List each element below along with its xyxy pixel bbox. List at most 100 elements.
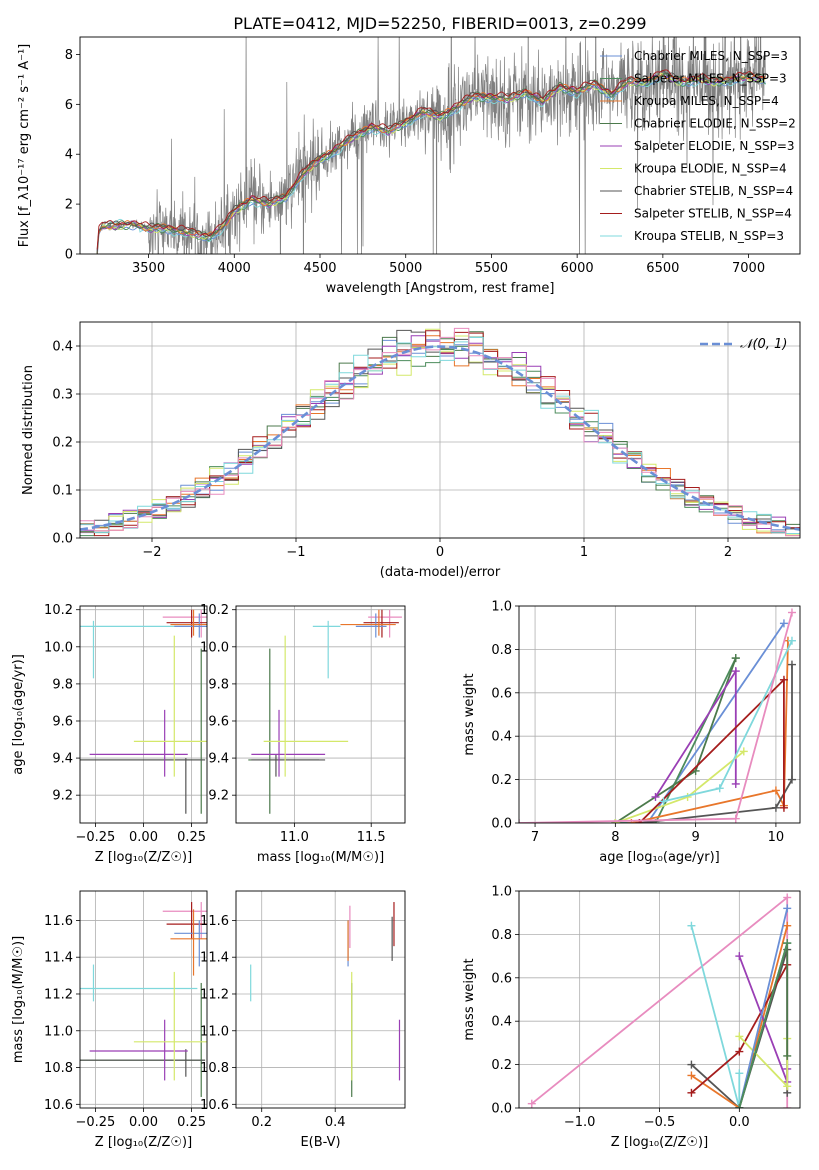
x-tick-label: 4500: [303, 261, 336, 276]
legend-label: Kroupa ELODIE, N_SSP=4: [634, 162, 787, 176]
y-tick-label: 10.8: [44, 1061, 73, 1076]
y-tick-label: 1.0: [491, 600, 512, 615]
y-tick-label: 11.0: [44, 1024, 73, 1039]
y-tick-label: 8: [65, 48, 73, 63]
y-tick-label: 11.6: [200, 914, 229, 929]
panel-ebv-mass: 0.2 0.4 10.6 10.8 11.0 11.2 11.4 11.6 E(B-V): [200, 890, 406, 1150]
plot-area: [96, 37, 767, 254]
weight-line-kroupa_miles: [631, 640, 789, 823]
axes-frame: [235, 605, 406, 824]
weight-line-chabrier_miles: [615, 622, 785, 823]
y-tick-label: 0.0: [491, 817, 512, 832]
y-tick-label: 10.8: [200, 1061, 229, 1076]
x-axis-label: age [log₁₀(age/yr)]: [599, 850, 720, 865]
y-tick-label: 0.8: [491, 928, 512, 943]
x-tick-label: 5500: [475, 261, 508, 276]
legend-label: Chabrier ELODIE, N_SSP=2: [634, 117, 796, 131]
y-tick-label: 2: [65, 198, 73, 213]
x-tick-label: 0.4: [325, 1115, 346, 1130]
weight-line-kroupa_stelib: [663, 640, 793, 803]
x-tick-label: −1.0: [564, 1115, 596, 1130]
x-axis-label: E(B-V): [300, 1135, 340, 1150]
y-tick-label: 9.2: [52, 789, 73, 804]
y-tick-label: 10.2: [200, 603, 229, 618]
legend-label: Chabrier MILES, N_SSP=3: [634, 49, 788, 63]
axes-frame: [518, 890, 801, 1109]
y-tick-label: 4: [65, 148, 73, 163]
x-tick-label: 11.5: [357, 830, 386, 845]
x-axis-label: Z [log₁₀(Z/Z☉)]: [95, 850, 192, 865]
y-tick-label: 0.4: [491, 730, 512, 745]
y-tick-label: 0.4: [491, 1015, 512, 1030]
y-tick-label: 9.4: [208, 752, 229, 767]
y-tick-label: 9.6: [52, 714, 73, 729]
figure-title: PLATE=0412, MJD=52250, FIBERID=0013, z=0…: [233, 14, 646, 33]
y-tick-label: 9.6: [208, 714, 229, 729]
x-axis-label: mass [log₁₀(M/M☉)]: [257, 850, 384, 865]
y-tick-label: 11.6: [44, 914, 73, 929]
x-tick-label: 6500: [646, 261, 679, 276]
panel-z-mass: −0.25 0.00 0.25 10.6 10.8 11.0 11.2 11.4 11.6 Z […: [11, 890, 208, 1150]
y-tick-label: 0.3: [52, 388, 73, 403]
x-axis-label: Z [log₁₀(Z/Z☉)]: [95, 1135, 192, 1150]
panel-spectrum: 3500 4000 4500 5000 5500 6000 6500 7000 0 2 4 6 8 wav…: [17, 36, 801, 296]
x-tick-label: 3500: [132, 261, 165, 276]
axes-frame: [79, 605, 208, 824]
axes-frame: [235, 890, 406, 1109]
y-axis-label: age [log₁₀(age/yr)]: [11, 654, 26, 775]
plot-area: [80, 606, 207, 823]
axes-frame: [79, 36, 801, 255]
y-tick-label: 11.4: [44, 951, 73, 966]
residual-histogram-pink: [80, 327, 800, 537]
plot-area: [80, 891, 207, 1108]
x-tick-label: 0.25: [177, 830, 206, 845]
y-tick-label: 0.4: [52, 340, 73, 355]
plot-area: [519, 891, 800, 1108]
normal-pdf-line: [80, 345, 800, 531]
x-tick-label: 6000: [561, 261, 594, 276]
panel-age-weight: 7 8 9 10 0.0 0.2 0.4 0.6 0.8 1.0 age [log₁₀(age/yr…: [462, 600, 801, 865]
legend-label: Chabrier STELIB, N_SSP=4: [634, 184, 793, 198]
y-tick-label: 9.2: [208, 789, 229, 804]
weight-line-pink: [519, 612, 793, 823]
model-spectrum-salpeter_stelib: [96, 69, 766, 250]
x-tick-label: 7000: [732, 261, 765, 276]
y-tick-label: 11.2: [200, 987, 229, 1002]
panel-z-age: −0.25 0.00 0.25 9.2 9.4 9.6 9.8 10.0 10.2 Z [log₁…: [11, 603, 208, 865]
x-tick-label: 0.25: [177, 1115, 206, 1130]
x-tick-label: 9: [691, 830, 699, 845]
y-tick-label: 11.2: [44, 987, 73, 1002]
y-tick-label: 10.0: [44, 640, 73, 655]
y-tick-label: 0.2: [491, 773, 512, 788]
panel-z-weight: −1.0 −0.5 0.0 0.0 0.2 0.4 0.6 0.8 1.0 Z [log₁₀(Z/…: [462, 885, 801, 1150]
axes-frame: [79, 890, 208, 1109]
weight-line-chabrier_miles: [738, 908, 789, 1108]
x-axis-label: (data-model)/error: [380, 565, 501, 580]
legend-label: 𝒩(0, 1): [740, 337, 787, 352]
x-axis-label: wavelength [Angstrom, rest frame]: [326, 281, 555, 296]
plot-area: [236, 606, 405, 823]
x-tick-label: 0.2: [251, 1115, 272, 1130]
y-tick-label: 6: [65, 98, 73, 113]
model-spectrum-kroupa_miles: [96, 74, 766, 254]
y-tick-label: 10.0: [200, 640, 229, 655]
x-tick-label: 2: [724, 545, 732, 560]
x-axis-label: Z [log₁₀(Z/Z☉)]: [611, 1135, 708, 1150]
legend-label: Kroupa MILES, N_SSP=4: [634, 94, 779, 108]
y-tick-label: 10.6: [200, 1098, 229, 1113]
y-tick-label: 0.2: [52, 436, 73, 451]
x-tick-label: 11.0: [280, 830, 309, 845]
legend-label: Salpeter STELIB, N_SSP=4: [634, 207, 792, 221]
panel-mass-age: 11.0 11.5 9.2 9.4 9.6 9.8 10.0 10.2 mass [log₁₀(…: [200, 603, 406, 865]
axes-frame: [79, 321, 801, 539]
y-tick-label: 0.0: [52, 532, 73, 547]
x-tick-label: 4000: [218, 261, 251, 276]
axes-frame: [518, 605, 801, 824]
y-tick-label: 0.0: [491, 1102, 512, 1117]
y-axis-label: Normed distribution: [21, 365, 36, 495]
x-tick-label: −0.25: [75, 830, 115, 845]
y-axis-label: mass weight: [462, 958, 477, 1040]
plot-area: [80, 322, 800, 538]
y-tick-label: 9.8: [208, 677, 229, 692]
